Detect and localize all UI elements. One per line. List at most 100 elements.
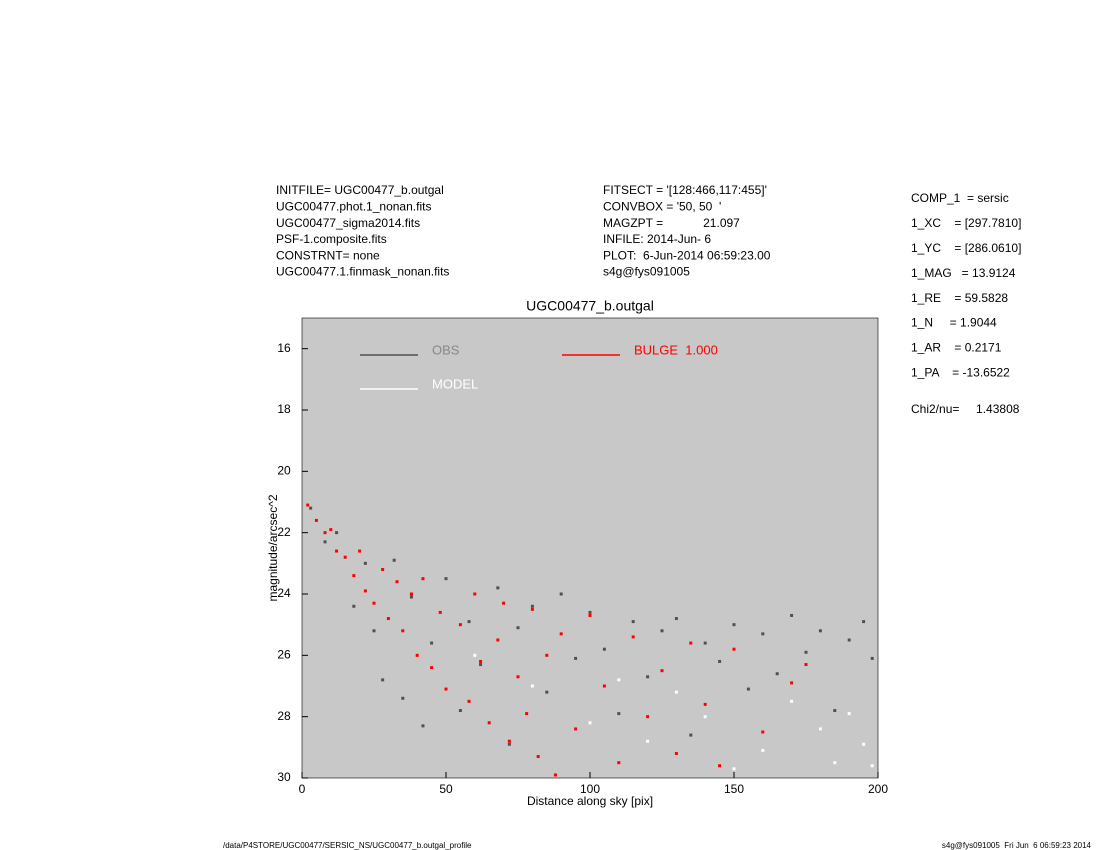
point <box>790 613 794 617</box>
point <box>430 641 434 645</box>
point <box>818 629 822 633</box>
point <box>392 558 396 562</box>
legend-label: MODEL <box>432 376 478 391</box>
y-tick-label: 16 <box>277 341 291 355</box>
param-line: 1_AR = 0.2171 <box>911 341 1002 355</box>
point <box>631 635 635 639</box>
point <box>516 675 520 679</box>
point <box>790 699 794 703</box>
point <box>732 767 736 771</box>
point <box>574 727 578 731</box>
header-line: INFILE: 2014-Jun- 6 <box>603 232 711 246</box>
param-line: 1_MAG = 13.9124 <box>911 266 1016 280</box>
y-tick-label: 26 <box>277 648 291 662</box>
x-tick-label: 0 <box>299 782 306 796</box>
point <box>862 620 866 624</box>
point <box>732 647 736 651</box>
point <box>530 604 534 608</box>
point <box>545 690 549 694</box>
point <box>430 666 434 670</box>
point <box>507 739 511 743</box>
header-line: FITSECT = '[128:466,117:455]' <box>603 183 767 197</box>
point <box>588 613 592 617</box>
point <box>343 555 347 559</box>
param-line: COMP_1 = sersic <box>911 191 1009 205</box>
point <box>617 712 621 716</box>
param-line: 1_XC = [297.7810] <box>911 216 1021 230</box>
header-line: PLOT: 6-Jun-2014 06:59:23.00 <box>603 248 771 262</box>
point <box>473 592 477 596</box>
point <box>358 549 362 553</box>
x-tick-label: 150 <box>724 782 744 796</box>
point <box>862 742 866 746</box>
header-line: INITFILE= UGC00477_b.outgal <box>276 183 444 197</box>
point <box>372 601 376 605</box>
point <box>660 629 664 633</box>
point <box>588 610 592 614</box>
header-line: PSF-1.composite.fits <box>276 232 387 246</box>
x-tick-label: 200 <box>868 782 888 796</box>
point <box>674 751 678 755</box>
point <box>352 604 356 608</box>
point <box>479 659 483 663</box>
point <box>833 761 837 765</box>
point <box>323 540 327 544</box>
point <box>689 733 693 737</box>
point <box>329 528 333 532</box>
point <box>847 712 851 716</box>
point <box>746 687 750 691</box>
point <box>536 755 540 759</box>
point <box>804 663 808 667</box>
point <box>386 617 390 621</box>
point <box>438 610 442 614</box>
point <box>553 773 557 777</box>
point <box>409 592 413 596</box>
point <box>409 595 413 599</box>
footer-path: /data/P4STORE/UGC00477/SERSIC_NS/UGC0047… <box>223 841 472 850</box>
header-line: UGC00477_sigma2014.fits <box>276 216 420 230</box>
point <box>602 684 606 688</box>
header-line: UGC00477.phot.1_nonan.fits <box>276 199 431 213</box>
data-layer <box>306 503 874 777</box>
point <box>761 632 765 636</box>
point <box>525 712 529 716</box>
point <box>352 574 356 578</box>
point <box>530 607 534 611</box>
point <box>703 715 707 719</box>
point <box>804 650 808 654</box>
point <box>545 653 549 657</box>
point <box>732 623 736 627</box>
legend-label: OBS <box>432 342 460 357</box>
point <box>847 638 851 642</box>
point <box>502 601 506 605</box>
chart-title: UGC00477_b.outgal <box>526 298 654 314</box>
point <box>660 669 664 673</box>
y-tick-label: 22 <box>277 525 291 539</box>
point <box>559 632 563 636</box>
header-line: MAGZPT = 21.097 <box>603 216 740 230</box>
point <box>674 690 678 694</box>
point <box>646 675 650 679</box>
point <box>646 739 650 743</box>
x-axis-label: Distance along sky [pix] <box>527 794 653 808</box>
point <box>314 518 318 522</box>
point <box>588 721 592 725</box>
point <box>467 699 471 703</box>
param-line: 1_YC = [286.0610] <box>911 241 1021 255</box>
y-tick-label: 18 <box>277 402 291 416</box>
point <box>674 617 678 621</box>
point <box>401 629 405 633</box>
y-axis-label: magnitude/arcsec^2 <box>266 494 280 601</box>
point <box>444 577 448 581</box>
point <box>335 531 339 535</box>
y-tick-label: 24 <box>277 586 291 600</box>
point <box>761 730 765 734</box>
point <box>487 721 491 725</box>
point <box>703 641 707 645</box>
point <box>516 626 520 630</box>
x-tick-label: 50 <box>439 782 453 796</box>
point <box>467 620 471 624</box>
point <box>306 503 310 507</box>
